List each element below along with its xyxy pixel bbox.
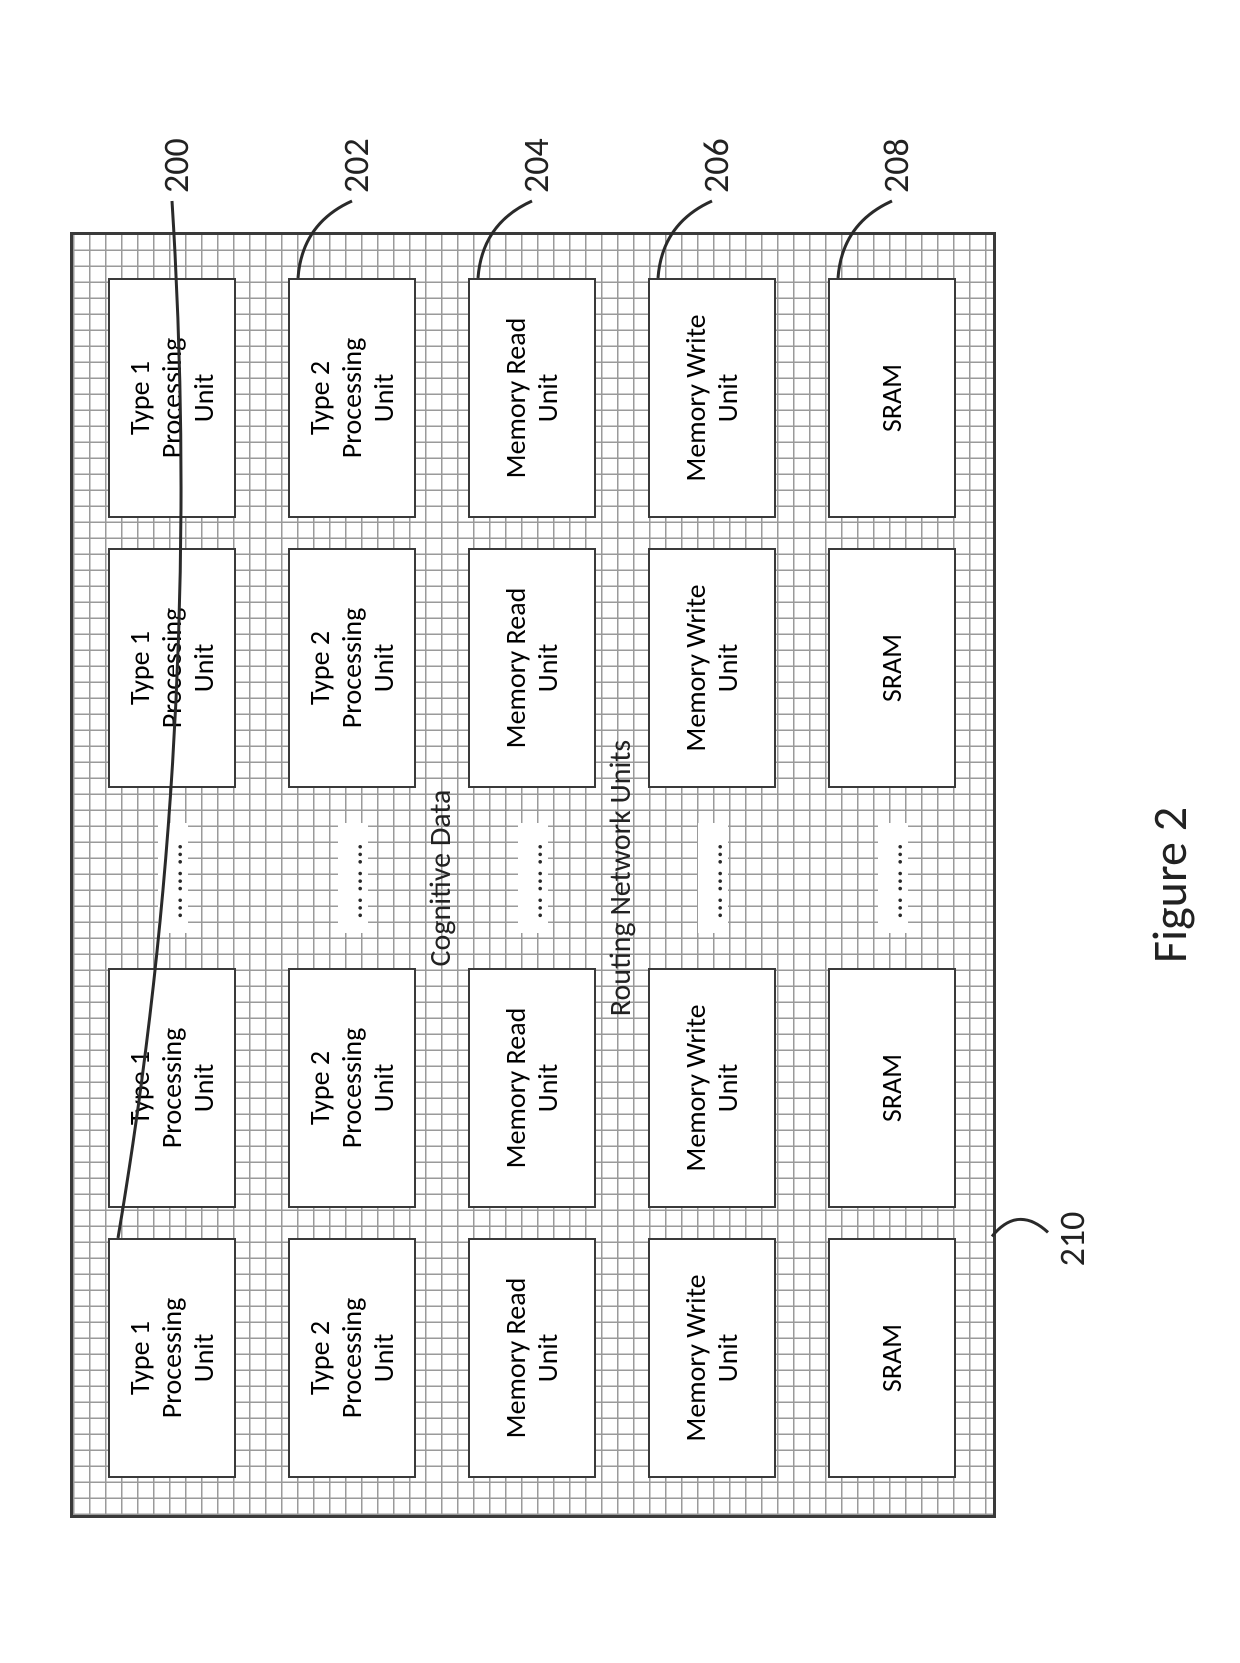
- unit-box-row1-col0: Type 1ProcessingUnit: [108, 1238, 236, 1478]
- figure-canvas: Type 1ProcessingUnit Type 1ProcessingUnit…: [0, 0, 1240, 1663]
- unit-box-row3-col0: Memory ReadUnit: [468, 1238, 596, 1478]
- ellipsis-row1: ………: [158, 823, 188, 933]
- ref-204: 204: [514, 138, 558, 193]
- unit-box-row4-col1: Memory WriteUnit: [648, 968, 776, 1208]
- ellipsis-row3: ………: [518, 823, 548, 933]
- ellipsis-row2: ………: [338, 823, 368, 933]
- gap-label-1: Routing Network Units: [602, 398, 639, 1358]
- unit-box-row2-col3: Type 2ProcessingUnit: [288, 278, 416, 518]
- unit-box-row5-col1: SRAM: [828, 968, 956, 1208]
- unit-box-row1-col1: Type 1ProcessingUnit: [108, 968, 236, 1208]
- unit-box-row2-col1: Type 2ProcessingUnit: [288, 968, 416, 1208]
- diagram-stage: Type 1ProcessingUnit Type 1ProcessingUnit…: [0, 0, 1240, 1663]
- ref-206: 206: [694, 138, 738, 193]
- unit-box-row5-col3: SRAM: [828, 278, 956, 518]
- unit-box-row5-col2: SRAM: [828, 548, 956, 788]
- ref-202: 202: [334, 138, 378, 193]
- unit-box-row4-col2: Memory WriteUnit: [648, 548, 776, 788]
- ellipsis-row4: ………: [698, 823, 728, 933]
- unit-box-row4-col0: Memory WriteUnit: [648, 1238, 776, 1478]
- unit-box-row5-col0: SRAM: [828, 1238, 956, 1478]
- unit-box-row2-col0: Type 2ProcessingUnit: [288, 1238, 416, 1478]
- ref-208: 208: [874, 138, 918, 193]
- ellipsis-row5: ………: [878, 823, 908, 933]
- unit-box-row3-col3: Memory ReadUnit: [468, 278, 596, 518]
- unit-box-row2-col2: Type 2ProcessingUnit: [288, 548, 416, 788]
- unit-box-row1-col2: Type 1ProcessingUnit: [108, 548, 236, 788]
- unit-box-row4-col3: Memory WriteUnit: [648, 278, 776, 518]
- figure-caption: Figure 2: [1140, 807, 1199, 963]
- gap-label-0: Cognitive Data: [422, 398, 459, 1358]
- ref-200: 200: [154, 138, 198, 193]
- unit-box-row1-col3: Type 1ProcessingUnit: [108, 278, 236, 518]
- ref-210: 210: [1050, 1212, 1094, 1267]
- unit-box-row3-col1: Memory ReadUnit: [468, 968, 596, 1208]
- unit-box-row3-col2: Memory ReadUnit: [468, 548, 596, 788]
